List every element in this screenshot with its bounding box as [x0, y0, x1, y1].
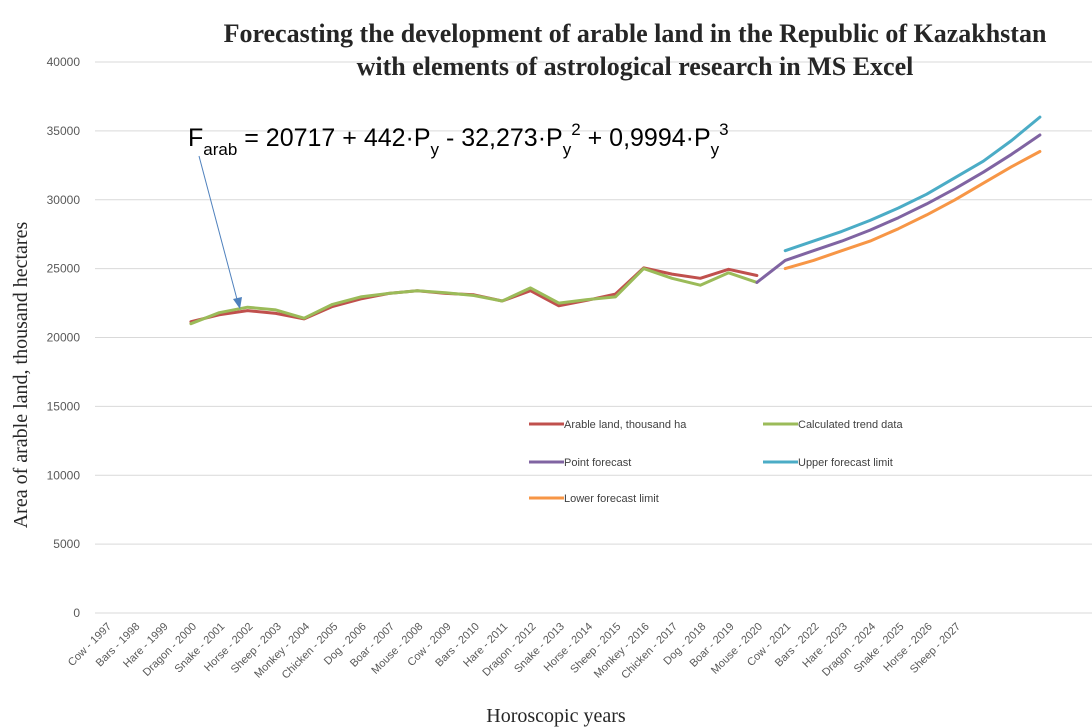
series-lines	[189, 115, 1042, 326]
formula-lhs: F	[188, 124, 203, 152]
y-tick-label: 35000	[47, 124, 81, 138]
y-axis-label: Area of arable land, thousand hectares	[10, 222, 32, 529]
legend-item: Arable land, thousand ha	[529, 419, 687, 431]
legend-label: Arable land, thousand ha	[564, 419, 687, 431]
formula-term-1-sub: y	[431, 140, 440, 159]
series-line	[783, 150, 1042, 271]
legend-label: Lower forecast limit	[564, 493, 659, 505]
legend-label: Calculated trend data	[798, 419, 903, 431]
formula-arrow-line	[198, 155, 239, 304]
legend-label: Point forecast	[564, 457, 631, 469]
formula-arrow-head	[233, 297, 242, 309]
series-line	[783, 115, 1042, 253]
y-tick-label: 10000	[47, 468, 81, 482]
chart-title-line-2: with elements of astrological research i…	[357, 52, 914, 81]
formula-lhs-sub: arab	[203, 140, 237, 159]
formula-annotation: Farab = 20717 + 442·Py - 32,273·Py2 + 0,…	[188, 120, 729, 309]
formula-term-3: + 0,9994·P	[581, 124, 711, 152]
y-axis-ticks: 0 5000 10000 15000 20000 25000 30000 35000 40000	[47, 55, 81, 620]
legend: Arable land, thousand ha Calculated trend…	[529, 419, 903, 505]
legend-item: Lower forecast limit	[529, 493, 659, 505]
formula-term-2-pow: 2	[571, 120, 580, 139]
x-tick-label: Sheep - 2027	[908, 621, 963, 676]
y-tick-label: 5000	[53, 537, 80, 551]
y-tick-label: 15000	[47, 399, 81, 413]
y-tick-label: 20000	[47, 331, 81, 345]
y-tick-label: 40000	[47, 55, 81, 69]
series-line	[189, 267, 759, 326]
chart-title-line-1: Forecasting the development of arable la…	[224, 19, 1047, 48]
gridlines	[95, 61, 1092, 614]
formula-term-3-pow: 3	[719, 120, 728, 139]
legend-item: Calculated trend data	[763, 419, 903, 431]
x-axis-label: Horoscopic years	[486, 705, 626, 727]
legend-item: Point forecast	[529, 457, 631, 469]
formula-term-2: - 32,273·P	[439, 124, 563, 152]
formula-term-3-sub: y	[711, 140, 720, 159]
series-line	[755, 133, 1042, 284]
y-tick-label: 30000	[47, 193, 81, 207]
legend-label: Upper forecast limit	[798, 457, 893, 469]
y-tick-label: 0	[73, 606, 80, 620]
formula-text: Farab = 20717 + 442·Py - 32,273·Py2 + 0,…	[188, 120, 729, 159]
formula-term-1: = 20717 + 442·P	[237, 124, 430, 152]
legend-item: Upper forecast limit	[763, 457, 893, 469]
y-tick-label: 25000	[47, 262, 81, 276]
formula-term-2-sub: y	[563, 140, 572, 159]
